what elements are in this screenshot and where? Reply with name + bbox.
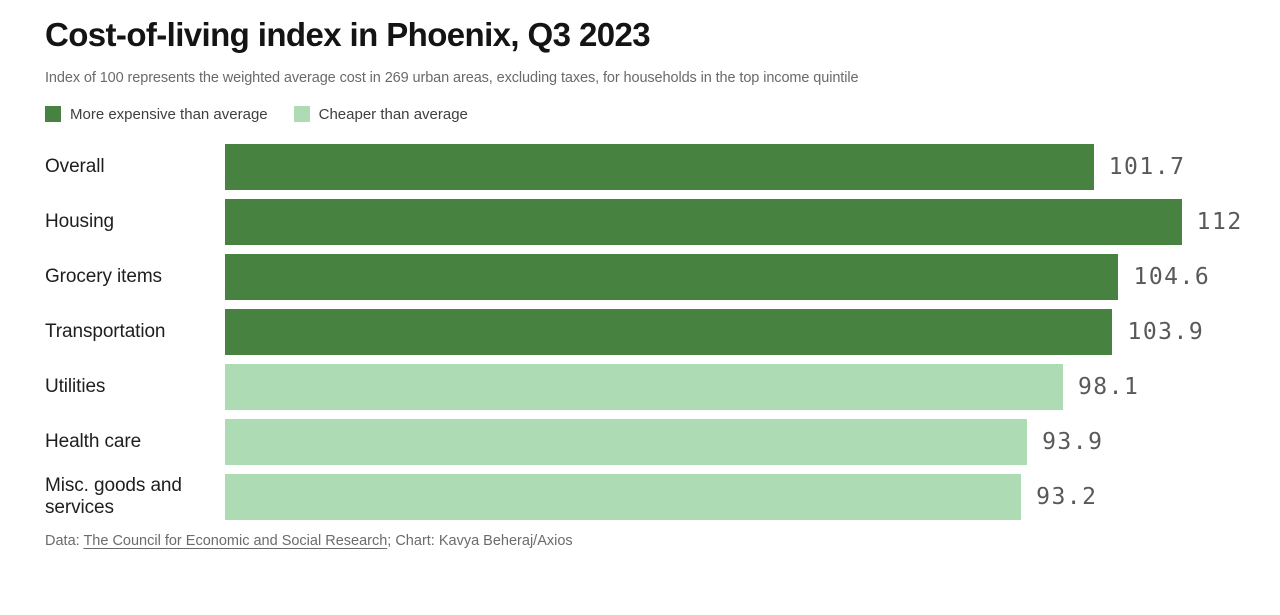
credit-suffix: ; Chart: Kavya Beheraj/Axios: [387, 532, 573, 549]
source-credit: Data: The Council for Economic and Socia…: [45, 533, 1256, 549]
chart-row: Housing 112: [45, 198, 1256, 245]
category-label: Health care: [45, 430, 142, 452]
category-label: Grocery items: [45, 265, 162, 287]
category-label: Overall: [45, 155, 105, 177]
legend-swatch-cheaper-icon: [293, 106, 310, 123]
chart-subtitle: Index of 100 represents the weighted ave…: [45, 69, 859, 86]
value-label: 103.9: [1127, 318, 1205, 345]
source-prefix: Data:: [45, 532, 84, 549]
legend-label-cheaper: Cheaper than average: [318, 105, 468, 123]
value-label: 98.1: [1077, 373, 1140, 400]
bar: [225, 418, 1028, 465]
value-label: 93.9: [1042, 428, 1104, 455]
bar: [225, 473, 1022, 520]
bar: [225, 308, 1113, 355]
value-label: 101.7: [1108, 153, 1186, 180]
bar-area: 104.6: [225, 253, 1256, 300]
chart-row: Health care 93.9: [45, 418, 1256, 465]
bar-area: 98.1: [225, 363, 1256, 410]
chart-row: Grocery items 104.6: [45, 253, 1256, 300]
category-label: Utilities: [45, 375, 106, 397]
legend-item-cheaper: Cheaper than average: [293, 105, 468, 123]
bar-chart: Overall 101.7 Housing 112 Grocery items 104.6…: [45, 143, 1256, 520]
chart-row: Transportation 103.9: [45, 308, 1256, 355]
bar: [225, 253, 1119, 300]
legend-swatch-expensive-icon: [45, 106, 61, 123]
category-label: Misc. goods and services: [45, 474, 182, 518]
bar-area: 103.9: [225, 308, 1256, 355]
value-label: 93.2: [1036, 483, 1098, 510]
chart-card: Cost-of-living index in Phoenix, Q3 2023…: [45, 16, 1256, 549]
chart-row: Overall 101.7: [45, 143, 1256, 190]
legend-item-expensive: More expensive than average: [45, 106, 268, 123]
page-title: Cost-of-living index in Phoenix, Q3 2023: [45, 16, 651, 53]
legend-label-expensive: More expensive than average: [70, 105, 268, 123]
legend: More expensive than average Cheaper than…: [45, 106, 1256, 123]
value-label: 112: [1196, 208, 1243, 235]
chart-row: Misc. goods and services 93.2: [45, 473, 1256, 520]
bar-area: 93.2: [225, 473, 1256, 520]
bar-area: 112: [225, 198, 1256, 245]
bar-area: 93.9: [225, 418, 1256, 465]
bar: [225, 143, 1094, 190]
bar-area: 101.7: [225, 143, 1256, 190]
bar: [225, 198, 1182, 245]
value-label: 104.6: [1133, 263, 1211, 290]
chart-row: Utilities 98.1: [45, 363, 1256, 410]
category-label: Housing: [45, 210, 115, 232]
bar: [225, 363, 1063, 410]
source-link[interactable]: The Council for Economic and Social Rese…: [83, 532, 388, 549]
category-label: Transportation: [45, 320, 166, 342]
